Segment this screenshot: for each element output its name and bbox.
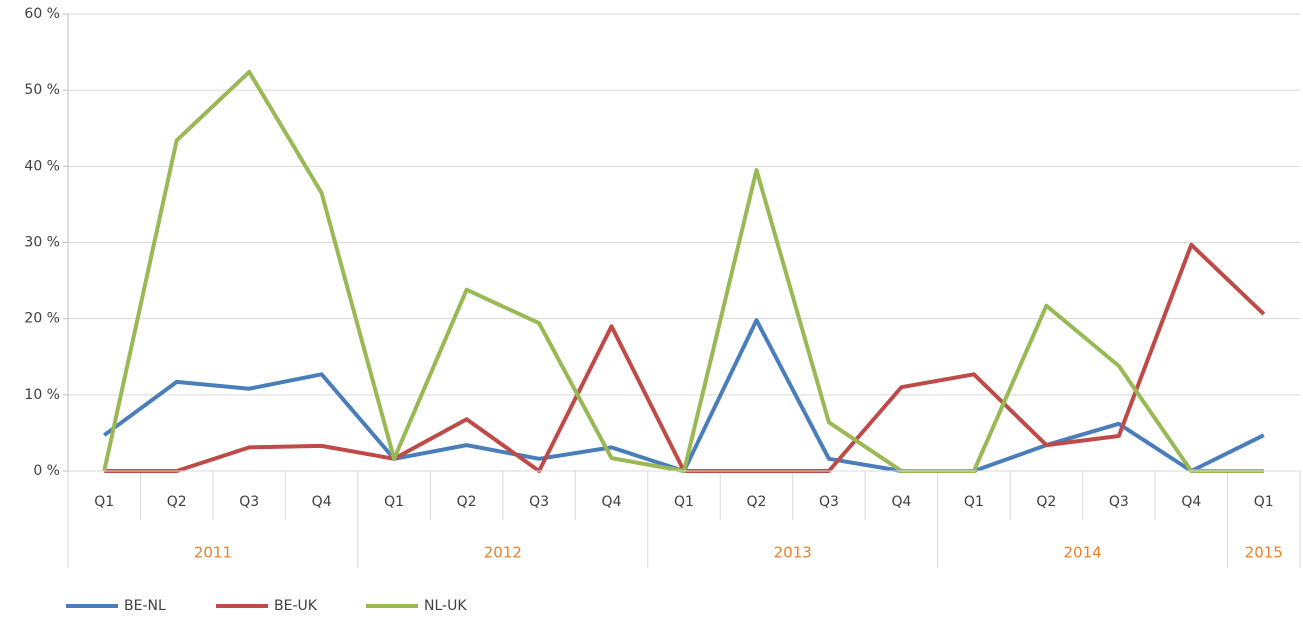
y-tick-label: 30 % (24, 235, 60, 251)
x-tick-label: Q4 (891, 494, 911, 510)
x-tick-label: Q2 (167, 494, 187, 510)
series-line (102, 69, 1264, 473)
y-tick-label: 40 % (24, 158, 60, 174)
y-tick-label: 10 % (24, 387, 60, 403)
y-tick-label: 60 % (24, 6, 60, 22)
x-group-label: 2011 (194, 544, 232, 562)
x-group-label: 2013 (774, 544, 812, 562)
x-tick-label: Q4 (312, 494, 332, 510)
x-tick-label: Q3 (1109, 494, 1129, 510)
x-tick-label: Q3 (529, 494, 549, 510)
x-tick-label: Q4 (1181, 494, 1201, 510)
x-tick-label: Q1 (384, 494, 404, 510)
x-group-label: 2012 (484, 544, 522, 562)
x-group-label: 2015 (1245, 544, 1283, 562)
x-tick-label: Q2 (1036, 494, 1056, 510)
legend-label: BE-NL (124, 598, 166, 614)
x-tick-label: Q3 (819, 494, 839, 510)
series-line (104, 242, 1266, 473)
x-tick-label: Q2 (747, 494, 767, 510)
legend-label: BE-UK (274, 598, 318, 614)
y-tick-label: 20 % (24, 311, 60, 327)
x-tick-label: Q1 (94, 494, 114, 510)
y-tick-label: 50 % (24, 82, 60, 98)
x-tick-label: Q1 (964, 494, 984, 510)
x-tick-label: Q2 (457, 494, 477, 510)
y-tick-label: 0 % (33, 463, 60, 479)
x-tick-label: Q1 (1254, 494, 1274, 510)
x-tick-label: Q1 (674, 494, 694, 510)
x-group-label: 2014 (1063, 544, 1101, 562)
legend-label: NL-UK (424, 598, 467, 614)
x-tick-label: Q4 (602, 494, 622, 510)
x-tick-label: Q3 (239, 494, 259, 510)
